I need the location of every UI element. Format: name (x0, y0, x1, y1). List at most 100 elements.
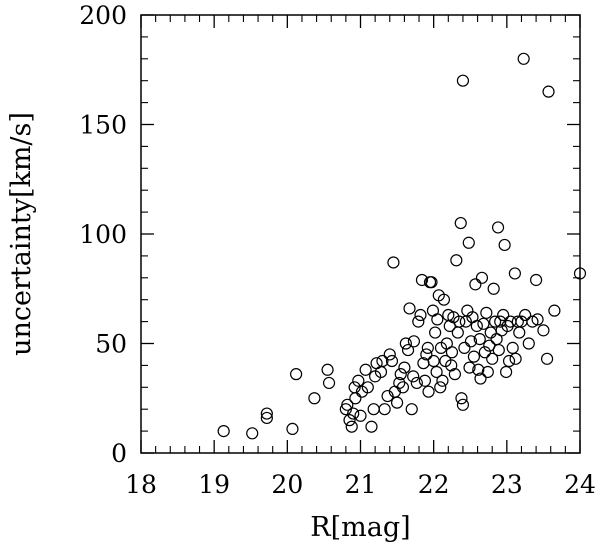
data-point (462, 236, 475, 249)
data-point (472, 363, 485, 376)
data-point (484, 326, 497, 339)
data-point (385, 354, 399, 368)
data-point (529, 273, 543, 287)
data-point (359, 363, 372, 376)
data-point (467, 350, 481, 363)
data-point (473, 333, 486, 346)
data-point (498, 238, 511, 252)
x-tick-label: 24 (564, 470, 596, 499)
data-point (361, 381, 374, 394)
data-point (341, 398, 354, 411)
data-point (420, 348, 433, 361)
x-axis-label: R[mag] (310, 512, 410, 543)
data-point (456, 74, 470, 87)
data-point (354, 409, 367, 422)
data-point (448, 368, 461, 381)
data-point (542, 85, 555, 98)
data-point (422, 385, 435, 398)
data-point (445, 346, 459, 359)
data-point (464, 335, 478, 348)
data-point (260, 411, 273, 425)
data-point (456, 398, 470, 411)
data-point (445, 359, 458, 372)
data-point (401, 343, 415, 357)
data-point (519, 308, 532, 322)
y-tick-label: 0 (111, 439, 127, 468)
data-point (343, 414, 356, 427)
data-point (478, 346, 491, 359)
data-point (455, 392, 468, 405)
data-point (500, 365, 513, 379)
data-point (286, 422, 299, 436)
data-point (470, 319, 483, 333)
data-point (381, 389, 394, 403)
y-axis-label: uncertainty[km/s] (6, 112, 37, 356)
data-point (396, 381, 410, 394)
data-point (513, 326, 526, 339)
data-point (394, 368, 407, 381)
data-point (431, 313, 444, 326)
data-point (522, 337, 535, 350)
data-point (436, 374, 449, 387)
data-point (487, 282, 500, 295)
data-point (454, 216, 467, 230)
data-point (246, 427, 259, 440)
data-point (458, 341, 471, 354)
data-point (480, 306, 493, 319)
data-point (517, 52, 530, 65)
data-point (548, 304, 561, 317)
data-point (531, 313, 544, 326)
data-point (508, 267, 521, 280)
data-point (393, 376, 406, 390)
x-tick-label: 21 (345, 470, 377, 499)
data-point (345, 420, 358, 433)
data-point (376, 354, 389, 368)
y-tick-label: 100 (79, 220, 127, 249)
data-point (421, 341, 434, 354)
data-point (349, 392, 362, 405)
data-point (415, 273, 429, 287)
tick-labels: 18 19 20 21 22 23 24 0 50 100 150 200 (79, 1, 596, 499)
y-tick-label: 200 (79, 1, 127, 30)
plot-frame (140, 14, 581, 454)
data-point (537, 324, 550, 337)
data-point (489, 315, 502, 328)
data-point (453, 315, 466, 328)
data-point (509, 352, 522, 365)
data-point (260, 407, 273, 420)
data-point (410, 376, 423, 390)
data-point (398, 361, 411, 374)
data-point (352, 374, 365, 387)
x-tick-label: 19 (198, 470, 230, 499)
y-tick-label: 50 (95, 330, 127, 359)
data-point (477, 317, 490, 330)
data-point (451, 326, 464, 339)
data-point (492, 343, 505, 357)
data-point (387, 256, 400, 269)
data-point (367, 403, 380, 416)
data-point (405, 403, 418, 416)
data-point (506, 341, 519, 354)
data-point (463, 361, 476, 374)
data-point (486, 352, 499, 365)
data-point (427, 354, 440, 368)
data-point (390, 396, 404, 409)
data-point (425, 276, 438, 289)
data-point (481, 365, 494, 379)
data-point (450, 254, 463, 267)
data-point (403, 302, 416, 315)
data-point (217, 425, 230, 438)
data-point (308, 392, 321, 405)
data-point (494, 315, 507, 328)
data-point (437, 293, 451, 306)
data-point (407, 370, 420, 383)
data-point (347, 407, 360, 420)
data-point (475, 271, 489, 284)
data-point (365, 420, 378, 433)
data-point (469, 278, 482, 291)
data-point (407, 335, 421, 348)
data-point (414, 308, 427, 322)
data-point (322, 376, 336, 390)
data-point (418, 374, 431, 387)
